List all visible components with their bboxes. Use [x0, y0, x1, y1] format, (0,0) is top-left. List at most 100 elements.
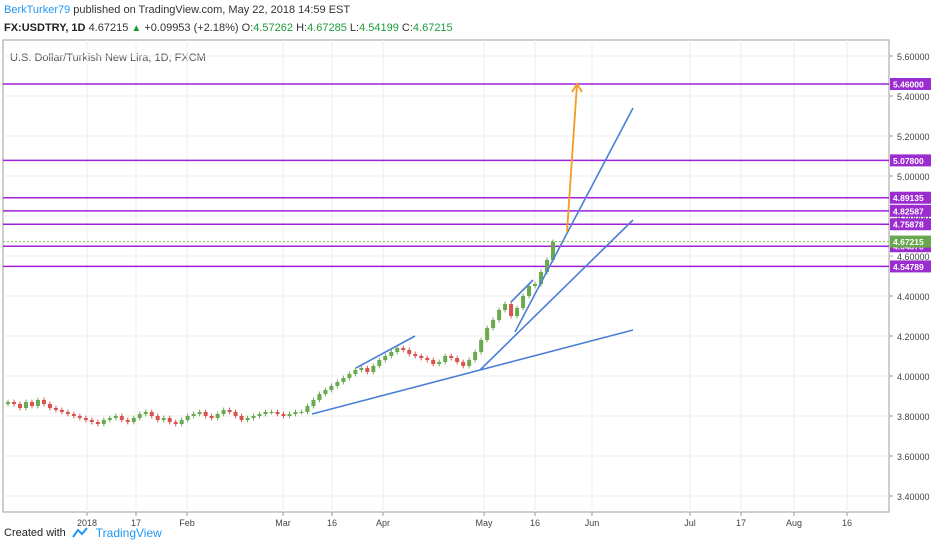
high-value: 4.67285	[307, 22, 347, 34]
candle-body	[515, 308, 520, 316]
candle-body	[197, 412, 202, 414]
candle-body	[509, 304, 514, 316]
candle-body	[323, 390, 328, 394]
y-tick-label: 5.60000	[897, 52, 930, 62]
candle-body	[131, 418, 136, 422]
candle-body	[77, 416, 82, 418]
candle-body	[473, 352, 478, 360]
level-labels: 5.460005.078004.891354.825874.758784.648…	[890, 78, 931, 273]
candle-body	[269, 412, 274, 413]
candles	[6, 239, 555, 427]
trendline[interactable]	[514, 107, 634, 333]
candle-body	[245, 418, 250, 420]
projection-arrow[interactable]	[566, 83, 578, 233]
candle-body	[527, 286, 532, 296]
trendline[interactable]	[479, 219, 634, 371]
last-price: 4.67215	[88, 22, 129, 34]
candle-body	[59, 410, 64, 412]
trendline[interactable]	[510, 279, 534, 303]
candle-body	[89, 420, 94, 422]
candle-body	[551, 242, 555, 260]
y-tick-label: 5.00000	[897, 172, 930, 182]
candle-body	[377, 360, 382, 366]
candle-body	[41, 400, 46, 404]
candle-body	[443, 356, 448, 362]
candle-body	[545, 260, 550, 272]
ohlc-legend: FX:USDTRY, 1D 4.67215 ▲ +0.09953 (+2.18%…	[4, 22, 453, 34]
y-tick-label: 4.80000	[897, 212, 930, 222]
candle-body	[83, 418, 88, 420]
trendline[interactable]	[355, 335, 416, 369]
candle-body	[95, 422, 100, 424]
level-price-text: 4.54789	[893, 262, 924, 272]
level-price-text: 5.07800	[893, 156, 924, 166]
x-tick-label: 2018	[77, 518, 97, 528]
x-tick-label: 16	[530, 518, 540, 528]
level-price-tag	[890, 204, 931, 217]
candle-body	[167, 418, 172, 422]
candle-body	[17, 404, 22, 408]
author-link[interactable]: BerkTurker79	[4, 4, 71, 16]
y-tick-label: 4.40000	[897, 292, 930, 302]
x-tick-label: Feb	[179, 518, 195, 528]
level-price-tag	[890, 78, 931, 90]
trendline[interactable]	[311, 329, 634, 415]
candle-body	[101, 420, 106, 424]
candle-body	[491, 320, 496, 328]
candle-body	[119, 416, 124, 420]
y-tick-label: 5.20000	[897, 132, 930, 142]
tradingview-brand[interactable]: TradingView	[95, 526, 162, 540]
candle-body	[161, 418, 166, 420]
candle-body	[35, 400, 40, 406]
low-value: 4.54199	[359, 22, 399, 34]
candle-body	[179, 420, 184, 424]
x-tick-label: 16	[327, 518, 337, 528]
candle-body	[425, 358, 430, 360]
candle-body	[71, 414, 76, 416]
open-value: 4.57262	[253, 22, 293, 34]
candle-body	[65, 412, 70, 414]
change-value: +0.09953 (+2.18%)	[144, 22, 239, 34]
x-tick-label: 17	[736, 518, 746, 528]
candle-body	[143, 412, 148, 414]
candle-body	[137, 414, 142, 418]
x-tick-label: Apr	[376, 518, 390, 528]
candle-body	[29, 402, 34, 406]
candle-body	[365, 368, 370, 372]
candle-body	[263, 412, 268, 414]
candle-body	[395, 348, 400, 352]
candle-body	[251, 416, 256, 418]
candle-body	[329, 386, 334, 390]
chart-title: U.S. Dollar/Turkish New Lira, 1D, FXCM	[10, 52, 206, 64]
x-tick-label: 17	[131, 518, 141, 528]
candle-body	[455, 358, 460, 362]
candle-body	[299, 412, 304, 413]
arrowhead-icon	[571, 82, 583, 93]
candle-body	[53, 408, 58, 410]
candle-body	[173, 422, 178, 424]
time-axis[interactable]: 2018 17 Feb Mar 16 Apr May 16 Jun Jul 17 Aug 16	[77, 512, 852, 528]
publish-info: BerkTurker79 published on TradingView.co…	[4, 4, 350, 16]
candle-body	[317, 394, 322, 400]
candle-body	[257, 414, 262, 416]
candle-body	[449, 356, 454, 358]
candle-body	[47, 404, 52, 408]
footer: Created with TradingView	[4, 526, 162, 540]
y-tick-label: 4.20000	[897, 332, 930, 342]
candle-body	[209, 416, 214, 418]
level-price-tag	[890, 191, 931, 204]
candle-body	[203, 412, 208, 416]
candle-body	[497, 310, 502, 320]
x-tick-label: Jun	[585, 518, 600, 528]
level-price-text: 4.82587	[893, 206, 924, 216]
candle-body	[437, 362, 442, 364]
x-tick-label: Aug	[786, 518, 802, 528]
candle-body	[407, 350, 412, 354]
level-price-text: 5.46000	[893, 80, 924, 90]
y-tick-label: 3.60000	[897, 452, 930, 462]
price-axis[interactable]: 5.60000 5.40000 5.20000 5.00000 4.80000 4.600…	[889, 52, 930, 502]
candle-body	[413, 354, 418, 356]
trendlines[interactable]	[311, 82, 634, 415]
created-with-text: Created with	[4, 527, 66, 539]
